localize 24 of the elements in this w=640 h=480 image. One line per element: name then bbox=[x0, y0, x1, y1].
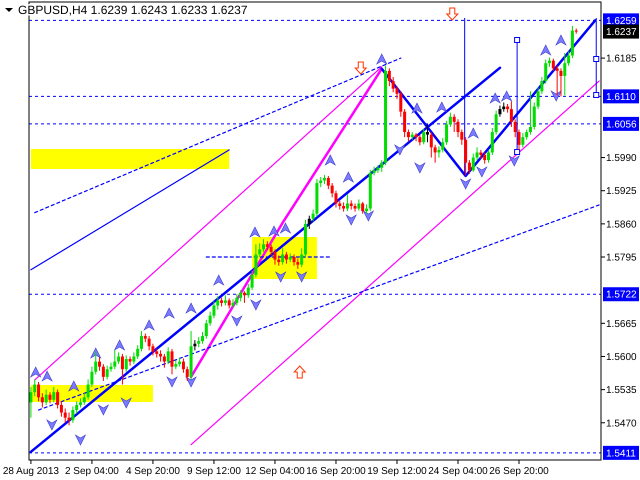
y-tick-label: 1.5990 bbox=[606, 153, 638, 164]
x-tick-label: 12 Sep 04:00 bbox=[245, 466, 306, 477]
y-tick-label: 1.5470 bbox=[606, 418, 638, 430]
y-tick-label: 1.5795 bbox=[606, 252, 638, 264]
ref-line-label: 1.5411 bbox=[606, 448, 636, 460]
ref-line-label: 1.6056 bbox=[606, 119, 638, 130]
y-tick-label: 1.5860 bbox=[606, 219, 638, 230]
x-tick-label: 2 Sep 04:00 bbox=[64, 466, 120, 477]
y-tick-label: 1.5925 bbox=[606, 186, 638, 198]
y-tick-label: 1.5665 bbox=[606, 318, 638, 330]
x-tick-label: 4 Sep 20:00 bbox=[126, 466, 180, 477]
annotation: 1.6237 bbox=[606, 27, 638, 38]
x-tick-label: 19 Sep 12:00 bbox=[367, 466, 428, 477]
ref-line-label: 1.6110 bbox=[606, 92, 636, 103]
ref-line-label: 1.5722 bbox=[606, 290, 638, 301]
ref-line-label: 1.6259 bbox=[606, 16, 638, 27]
y-tick-label: 1.6185 bbox=[606, 54, 638, 65]
x-tick-label: 28 Aug 2013 bbox=[2, 466, 60, 477]
y-tick-label: 1.5600 bbox=[606, 352, 638, 363]
x-tick-label: 24 Sep 04:00 bbox=[428, 466, 488, 477]
x-tick-label: 16 Sep 20:00 bbox=[306, 466, 366, 477]
y-tick-label: 1.5535 bbox=[606, 385, 638, 396]
x-tick-label: 26 Sep 20:00 bbox=[489, 466, 550, 477]
x-tick-label: 9 Sep 12:00 bbox=[186, 466, 242, 477]
